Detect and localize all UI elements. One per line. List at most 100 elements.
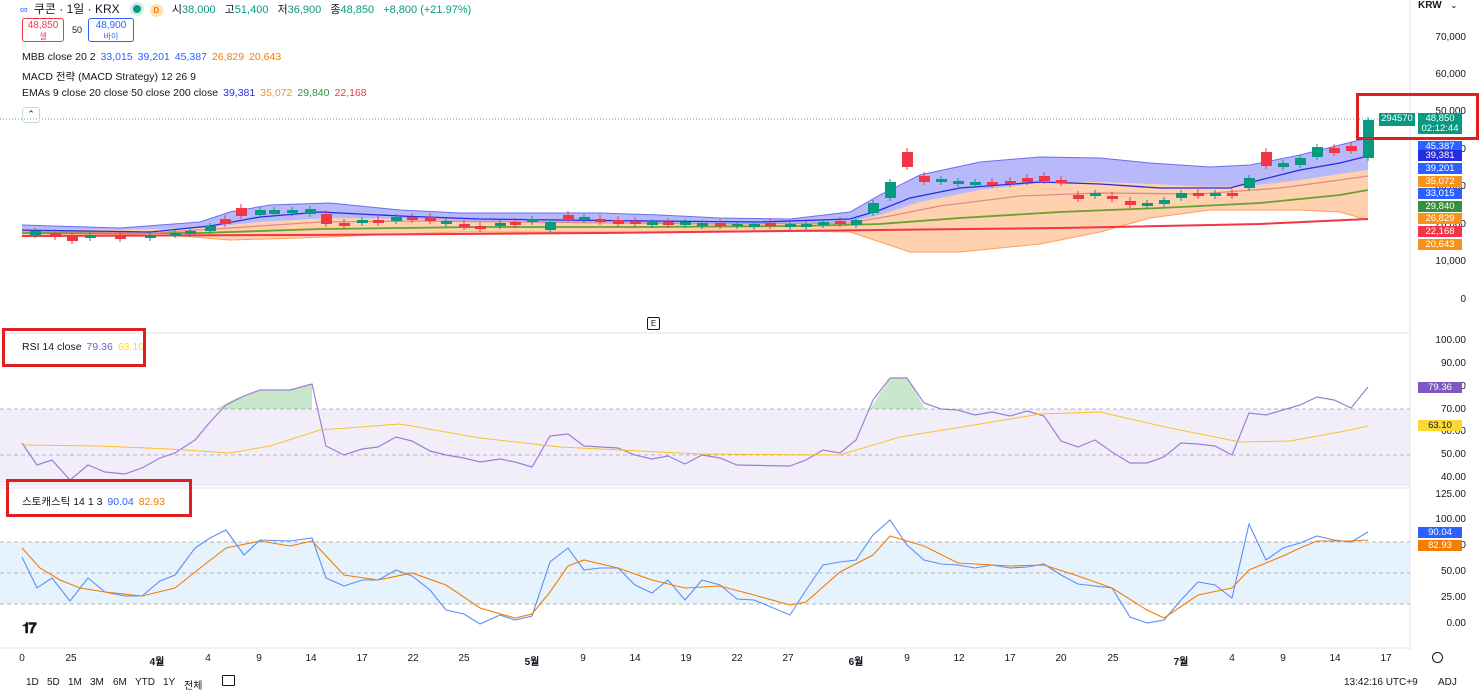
legend-bb[interactable]: MBB close 20 2 33,015 39,201 45,387 26,829 20… (22, 51, 286, 63)
rsi-axis-label: 70.00 (1440, 404, 1466, 415)
candle (953, 181, 964, 184)
infinity-icon: ∞ (20, 4, 28, 16)
settings-icon[interactable] (1432, 652, 1443, 663)
time-axis-label: 14 (1329, 653, 1341, 664)
countdown-tag: 02:12:44 (1418, 123, 1462, 134)
currency-label: KRW (1418, 0, 1442, 11)
legend-stoch[interactable]: 스토캐스틱 14 1 3 90.04 82.93 (22, 494, 170, 509)
time-axis-label: 19 (680, 653, 692, 664)
collapse-legend-button[interactable]: ⌃ (22, 107, 40, 123)
date-range-icon[interactable] (222, 675, 235, 686)
rsi-axis-label: 60.00 (1440, 426, 1466, 437)
time-axis-label: 5월 (524, 657, 540, 668)
candle (50, 233, 61, 237)
symbol-title[interactable]: 쿠콘 · 1일 · KRX (33, 2, 120, 16)
sell-button[interactable]: 48,850 셀 (22, 18, 64, 42)
candle (185, 231, 196, 234)
candle (1244, 178, 1255, 188)
indicator-value-tag: 33,015 (1418, 188, 1462, 199)
clock-time[interactable]: 13:42:16 UTC+9 (1344, 677, 1418, 688)
rsi-ma-line (21, 411, 1369, 456)
stoch-d-line (21, 535, 1369, 619)
indicator-value-tag: 29,840 (1418, 201, 1462, 212)
ohlc-low: 36,900 (287, 4, 322, 16)
indicator-value-tag: 26,829 (1418, 213, 1462, 224)
chevron-up-icon: ⌃ (27, 109, 35, 119)
candle (902, 152, 913, 167)
ohlc-close-label: 종 (330, 4, 341, 16)
ohlc-low-label: 저 (277, 4, 288, 16)
candle (1039, 176, 1050, 181)
candle (145, 235, 156, 238)
candle (510, 222, 521, 225)
earnings-marker[interactable]: E (647, 317, 660, 330)
stoch-band (0, 542, 1410, 604)
candle (835, 221, 846, 224)
time-axis-label: 4월 (149, 657, 165, 668)
candle (407, 217, 418, 220)
legend-rsi[interactable]: RSI 14 close 79.36 63.10 (22, 341, 149, 353)
candle (495, 223, 506, 226)
chevron-down-icon: ⌄ (1450, 1, 1458, 10)
timeframe-button[interactable]: 1M (68, 677, 82, 688)
rsi-value-1: 79.36 (86, 341, 113, 353)
time-axis-label: 4 (1229, 653, 1235, 664)
candle (1176, 193, 1187, 198)
candle (868, 203, 879, 213)
rsi-axis-label: 40.00 (1440, 472, 1466, 483)
timeframe-button[interactable]: 6M (113, 677, 127, 688)
legend-macd[interactable]: MACD 전략 (MACD Strategy) 12 26 9 (22, 69, 201, 84)
legend-emas[interactable]: EMAs 9 close 20 close 50 close 200 close… (22, 87, 372, 99)
candle (765, 223, 776, 226)
stoch-axis-label: 125.00 (1435, 489, 1466, 500)
price-axis-label: 0 (1460, 294, 1466, 305)
highlight-box-price (1356, 93, 1479, 140)
ema50-line (22, 189, 1369, 234)
candle (287, 210, 298, 213)
macd-name: MACD 전략 (MACD Strategy) 12 26 9 (22, 71, 196, 83)
timeframe-button[interactable]: 1Y (163, 677, 176, 688)
buy-button[interactable]: 48,900 바이 (88, 18, 134, 42)
timeframe-button[interactable]: YTD (135, 677, 155, 688)
indicator-value-tag: 39,381 (1418, 150, 1462, 161)
time-axis-label: 25 (1107, 653, 1119, 664)
adj-toggle[interactable]: ADJ (1438, 677, 1457, 688)
timeframe-button[interactable]: 전체 (184, 681, 203, 692)
bollinger-upper-line (21, 137, 1369, 229)
ohlc-open-label: 시 (171, 4, 182, 16)
interval-badge: D (149, 4, 163, 17)
stoch-k-line (21, 519, 1369, 625)
candle (1022, 178, 1033, 182)
indicator-value-tag: 20,643 (1418, 239, 1462, 250)
candle (220, 219, 231, 224)
time-axis-label: 14 (305, 653, 317, 664)
time-axis-label: 12 (953, 653, 965, 664)
highlight-box-rsi (2, 328, 146, 367)
ema20-line (21, 175, 1369, 234)
ema-value-4: 22,168 (334, 87, 367, 99)
timeframe-button[interactable]: 5D (47, 677, 60, 688)
candle (255, 210, 266, 215)
market-status-dot (132, 5, 141, 13)
rsi-name: RSI 14 close (22, 341, 82, 353)
tradingview-logo[interactable]: 𝟏𝟕 (22, 620, 37, 637)
bb-value-2: 39,201 (137, 51, 170, 63)
currency-selector[interactable]: KRW ⌄ (1418, 0, 1457, 11)
ohlc-change: +8,800 (+21.97%) (383, 4, 472, 16)
stoch-d-tag: 82.93 (1418, 540, 1462, 551)
candle (697, 223, 708, 226)
time-axis-label: 22 (731, 653, 743, 664)
earnings-label: E (650, 319, 657, 328)
candle (936, 179, 947, 182)
time-axis-label: 0 (19, 653, 25, 664)
candle (30, 231, 41, 235)
bollinger-upper-fill (22, 138, 1368, 230)
timeframe-button[interactable]: 3M (90, 677, 104, 688)
bb-value-1: 33,015 (100, 51, 133, 63)
highlight-box-stoch (6, 479, 192, 517)
ohlc-close: 48,850 (340, 4, 375, 16)
ohlc-open: 38,000 (181, 4, 216, 16)
candle (115, 236, 126, 239)
timeframe-button[interactable]: 1D (26, 677, 39, 688)
